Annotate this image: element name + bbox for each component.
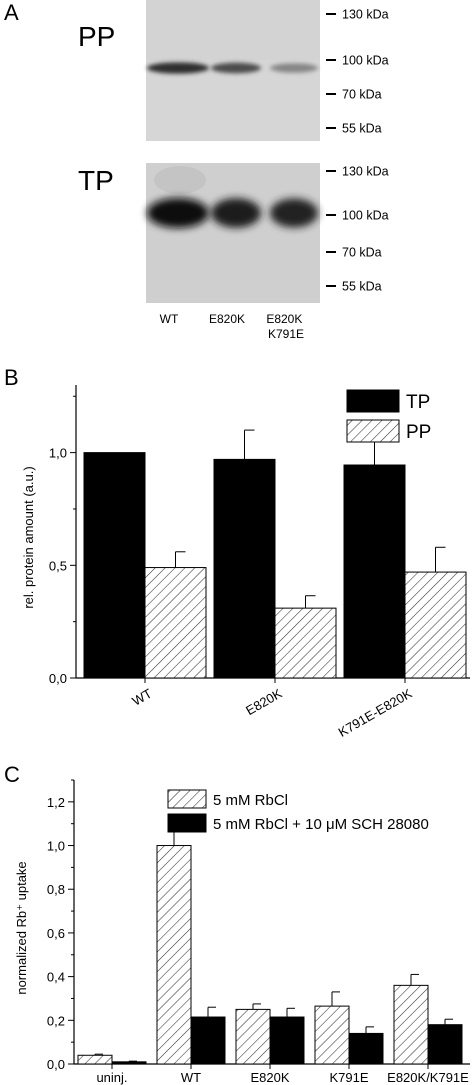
legend-swatch bbox=[167, 813, 207, 833]
bar bbox=[213, 458, 276, 679]
bar bbox=[314, 1005, 350, 1065]
lane-label-wt: WT bbox=[160, 312, 179, 326]
panel-a-letter: A bbox=[4, 0, 19, 25]
marker-label: 55 kDa bbox=[342, 280, 382, 294]
tp-blot-label: TP bbox=[78, 165, 114, 196]
y-tick-label: 0,5 bbox=[49, 558, 67, 573]
y-tick-label: 1,2 bbox=[47, 795, 65, 810]
molecular-weight-markers: 130 kDa 100 kDa 70 kDa 55 kDa 130 kDa 100 kDa… bbox=[326, 8, 389, 294]
bar bbox=[156, 845, 192, 1065]
legend-label: 5 mM RbCl + 10 μM SCH 28080 bbox=[213, 816, 429, 833]
blot-band bbox=[270, 63, 318, 73]
y-tick-label: 0,0 bbox=[47, 1057, 65, 1072]
panel-b-letter: B bbox=[4, 365, 19, 390]
y-tick-label: 1,0 bbox=[47, 839, 65, 854]
marker-label: 70 kDa bbox=[342, 88, 382, 102]
bar bbox=[274, 607, 337, 679]
x-tick-label: E820K bbox=[250, 1070, 289, 1085]
bar bbox=[83, 452, 146, 679]
x-tick-label: K791E-E820K bbox=[336, 685, 415, 739]
y-tick-label: 1,0 bbox=[49, 446, 67, 461]
legend-label: 5 mM RbCl bbox=[213, 792, 288, 809]
blot-band bbox=[147, 198, 209, 228]
marker-label: 130 kDa bbox=[342, 165, 389, 179]
x-tick-label: WT bbox=[181, 1070, 201, 1085]
y-axis-title: rel. protein amount (a.u.) bbox=[21, 466, 36, 608]
y-tick-label: 0,8 bbox=[47, 882, 65, 897]
lane-label-e820k: E820K bbox=[209, 312, 245, 326]
legend-label: TP bbox=[406, 392, 430, 413]
y-tick-label: 0,2 bbox=[47, 1013, 65, 1028]
blot-band bbox=[147, 62, 209, 74]
marker-label: 100 kDa bbox=[342, 54, 389, 68]
legend-swatch bbox=[346, 419, 400, 443]
panel-c-letter: C bbox=[4, 762, 20, 787]
chart-b-relative-protein: 0,0 0,5 1,0 rel. protein amount (a.u.) WT E82… bbox=[21, 385, 470, 740]
y-tick-label: 0,6 bbox=[47, 926, 65, 941]
bar bbox=[235, 1008, 271, 1065]
x-tick-label: WT bbox=[129, 686, 154, 709]
x-tick-label: E820K/K791E bbox=[387, 1070, 469, 1085]
panel-b: B 0,0 0,5 1,0 rel. protein amount (a.u.) WT E… bbox=[4, 365, 470, 740]
legend-swatch bbox=[346, 389, 400, 413]
pp-band-group bbox=[147, 62, 318, 74]
legend-label: PP bbox=[406, 422, 431, 443]
x-tick-label: uninj. bbox=[96, 1070, 127, 1085]
lane-label-e820k-k791e-line2: K791E bbox=[268, 327, 304, 341]
bar bbox=[404, 571, 467, 679]
tp-band-group bbox=[147, 198, 318, 228]
x-tick-label: K791E bbox=[329, 1070, 368, 1085]
marker-label: 100 kDa bbox=[342, 209, 389, 223]
bar bbox=[427, 1024, 463, 1065]
bar bbox=[393, 984, 429, 1065]
legend-swatch bbox=[167, 789, 207, 809]
blot-band bbox=[211, 198, 261, 228]
y-tick-label: 0,0 bbox=[49, 671, 67, 686]
bar bbox=[144, 567, 207, 679]
y-tick-label: 0,4 bbox=[47, 970, 65, 985]
panel-c: C 0,0 0,2 0,4 0,6 0,8 1,0 1,2 normalized Rb⁺ up… bbox=[4, 762, 470, 1085]
bar bbox=[111, 1061, 147, 1065]
chart-c-rb-uptake: 0,0 0,2 0,4 0,6 0,8 1,0 1,2 normalized Rb⁺ upta… bbox=[14, 779, 470, 1085]
blot-band bbox=[270, 198, 318, 228]
marker-label: 130 kDa bbox=[342, 8, 389, 22]
marker-label: 55 kDa bbox=[342, 122, 382, 136]
bar bbox=[269, 1016, 305, 1065]
blot-band bbox=[211, 62, 261, 74]
lane-label-e820k-k791e: E820K K791E bbox=[266, 312, 305, 341]
pp-blot-label: PP bbox=[78, 21, 115, 52]
marker-label: 70 kDa bbox=[342, 246, 382, 260]
bar bbox=[190, 1016, 226, 1065]
bar bbox=[77, 1054, 113, 1065]
lane-label-e820k-k791e-line1: E820K bbox=[266, 312, 302, 326]
bar bbox=[343, 464, 406, 679]
x-tick-label: E820K bbox=[243, 685, 285, 718]
y-axis-title: normalized Rb⁺ uptake bbox=[14, 861, 29, 994]
bar bbox=[348, 1032, 384, 1065]
